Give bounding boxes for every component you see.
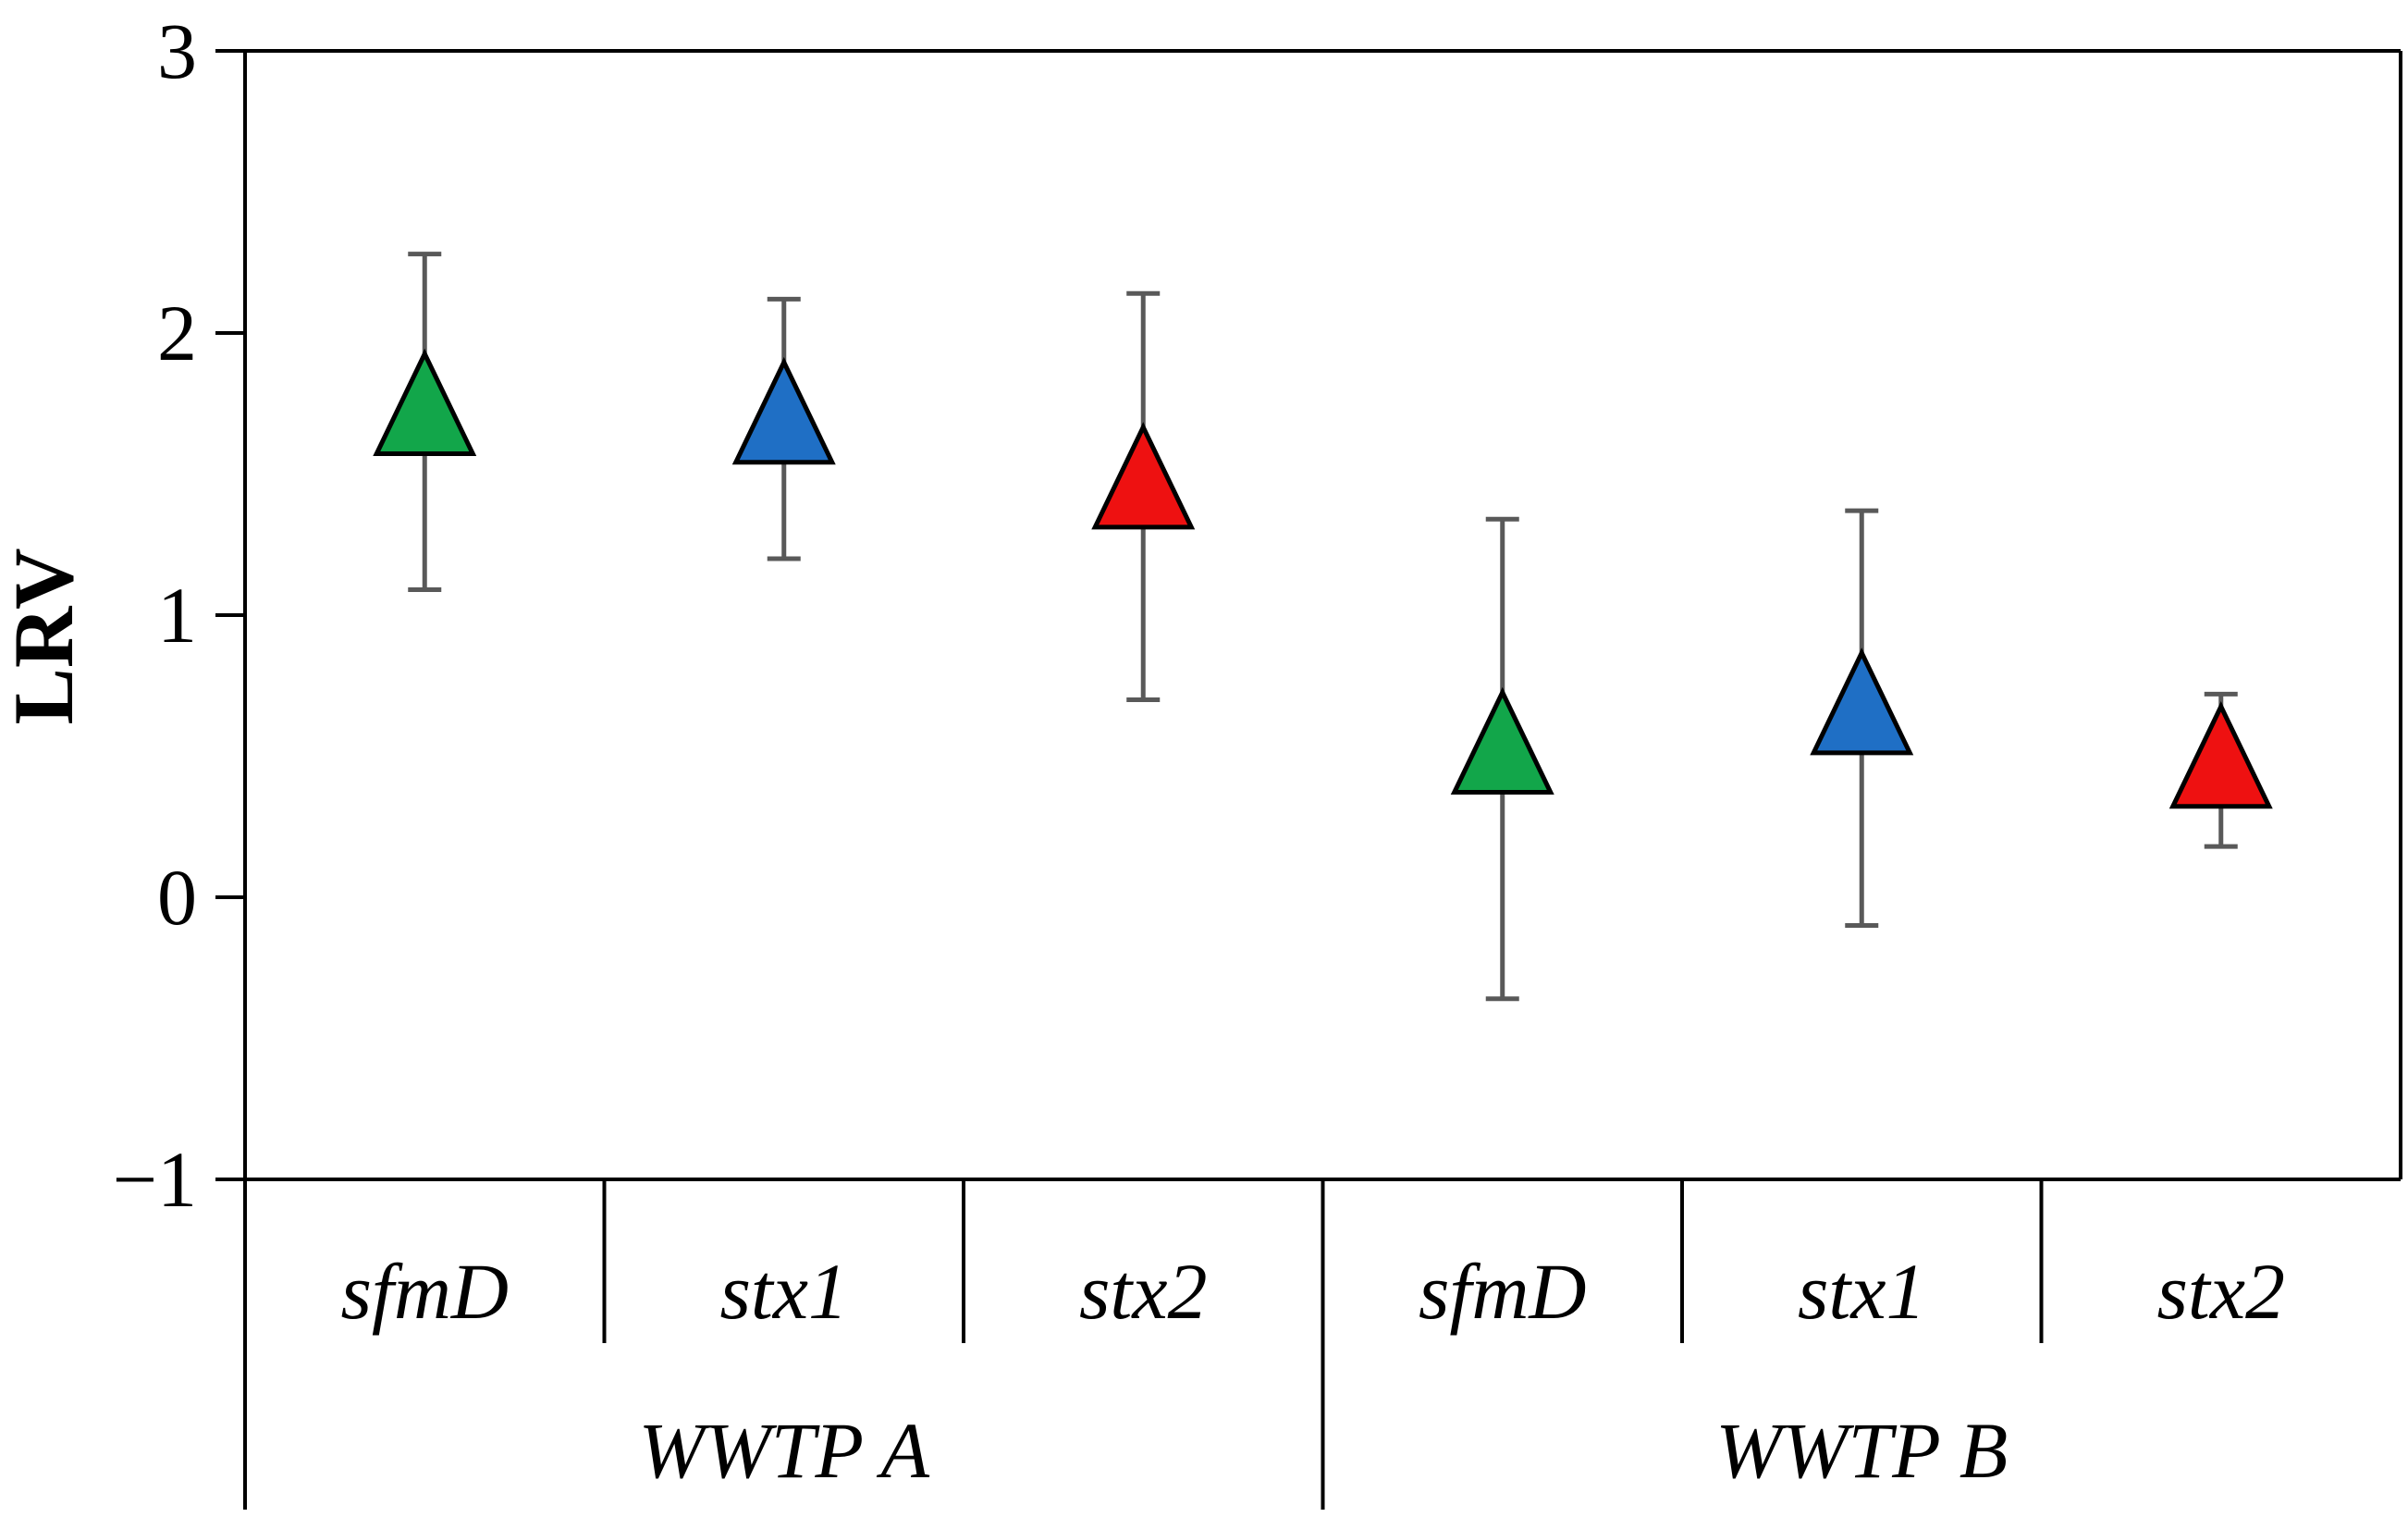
y-axis: −1 0 1 2 3	[112, 6, 247, 1510]
data-points	[373, 252, 2273, 1002]
data-point-triangle	[2168, 701, 2273, 809]
group-label: WWTP A	[638, 1406, 929, 1495]
category-label: stx2	[2156, 1247, 2285, 1336]
category-label: stx1	[1798, 1247, 1926, 1336]
y-tick-label: 2	[157, 289, 197, 377]
y-tick-label: 0	[157, 853, 197, 942]
data-point-triangle	[1810, 648, 1914, 756]
y-axis-title: LRV	[0, 548, 91, 724]
data-point-triangle	[731, 356, 836, 465]
data-point-triangle	[373, 348, 477, 457]
category-label: stx2	[1079, 1247, 1208, 1336]
data-point-triangle	[1450, 686, 1554, 796]
group-label: WWTP B	[1715, 1406, 2008, 1495]
y-tick-label: −1	[112, 1135, 197, 1224]
y-tick-label: 3	[157, 6, 197, 95]
category-label: sfmD	[340, 1247, 509, 1336]
category-label: sfmD	[1419, 1247, 1587, 1336]
y-tick-label: 1	[157, 571, 197, 660]
category-label: stx1	[719, 1247, 848, 1336]
data-point-triangle	[1091, 422, 1196, 530]
plot-frame	[245, 49, 2402, 1181]
category-axis: sfmD stx1 stx2 WWTP A sfmD stx1 stx2 WWTP B	[340, 1179, 2285, 1510]
